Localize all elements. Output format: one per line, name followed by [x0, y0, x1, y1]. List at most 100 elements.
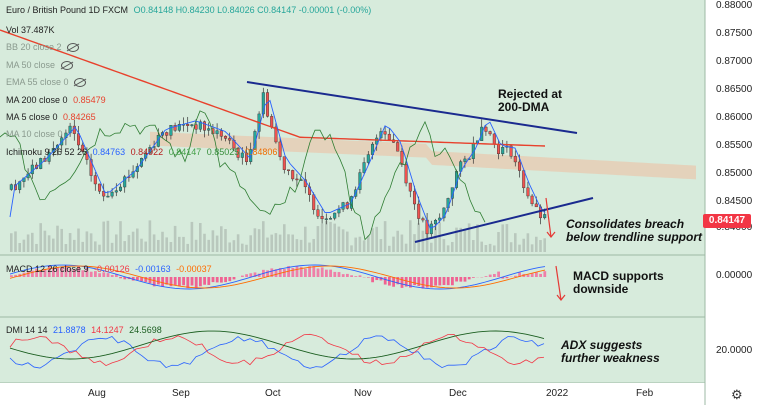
volume-bar — [337, 226, 341, 252]
macd-histogram-bar — [257, 273, 261, 277]
candle-body — [135, 166, 139, 172]
candle-body — [223, 136, 227, 139]
volume-bar — [522, 238, 525, 252]
bb-legend[interactable]: BB 20 close 2 — [6, 41, 82, 53]
ma5-legend[interactable]: MA 5 close 0 0.84265 — [6, 111, 99, 123]
candle-body — [333, 212, 337, 219]
candle-body — [375, 137, 379, 145]
macd-histogram-bar — [89, 271, 93, 277]
candle-body — [501, 147, 505, 155]
volume-bar — [514, 233, 517, 252]
ichimoku-conversion: 0.84763 — [92, 147, 126, 157]
macd-histogram-bar — [451, 277, 454, 286]
volume-bar — [341, 229, 345, 252]
bb-label: BB 20 close 2 — [6, 42, 62, 52]
hidden-eye-icon[interactable] — [67, 43, 80, 53]
volume-bar — [274, 233, 278, 252]
macd-histogram-bar — [190, 277, 194, 286]
hidden-eye-icon[interactable] — [60, 61, 73, 71]
macd-histogram-bar — [270, 268, 274, 277]
macd-histogram-bar — [178, 277, 181, 287]
volume-bar — [136, 228, 139, 252]
ichimoku-base: 0.84922 — [130, 147, 164, 157]
macd-histogram-bar — [446, 277, 450, 286]
candle-body — [408, 182, 412, 192]
downside-arrow — [546, 231, 556, 238]
ma50-legend[interactable]: MA 50 close — [6, 59, 76, 71]
candle-body — [497, 144, 501, 155]
ema55-label: EMA 55 close 0 — [6, 77, 69, 87]
volume-bar — [249, 235, 252, 252]
volume-bar — [148, 220, 152, 252]
volume-bar — [207, 239, 210, 252]
volume-bar — [358, 236, 362, 252]
candle-body — [9, 184, 13, 190]
candle-body — [387, 133, 391, 141]
macd-histogram-bar — [383, 277, 387, 285]
ma5-value: 0.84265 — [63, 112, 96, 122]
candle-body — [442, 207, 446, 219]
macd-histogram-bar — [417, 277, 421, 286]
candle-body — [404, 164, 408, 184]
macd-histogram-bar — [299, 266, 303, 277]
volume-bar — [245, 244, 248, 252]
volume-bar — [199, 223, 202, 252]
ichimoku-legend[interactable]: Ichimoku 9 26 52 26 0.84763 0.84922 0.84… — [6, 146, 280, 158]
volume-bar — [362, 240, 366, 252]
candle-body — [329, 218, 333, 220]
volume-bar — [320, 223, 324, 252]
candle-body — [400, 151, 404, 165]
volume-bar — [329, 221, 332, 252]
adx-line — [9, 330, 545, 360]
candle-body — [518, 161, 522, 171]
dmi-legend[interactable]: DMI 14 14 21.8878 14.1247 24.5698 — [6, 324, 165, 336]
macd-histogram-bar — [283, 269, 286, 277]
candle-body — [240, 152, 244, 158]
volume-bar — [392, 236, 395, 252]
macd-histogram-bar — [68, 268, 72, 277]
ema55-legend[interactable]: EMA 55 close 0 — [6, 76, 89, 88]
volume-bar — [388, 245, 391, 252]
volume-bar — [480, 241, 483, 252]
volume-bar — [35, 243, 38, 252]
ichimoku-cloud — [150, 131, 696, 180]
volume-bar — [140, 238, 143, 252]
ma10-legend[interactable]: MA 10 close 0 — [6, 128, 66, 140]
macd-histogram-bar — [245, 274, 248, 277]
support-trendline — [414, 197, 594, 243]
candle-body — [396, 142, 400, 152]
macd-histogram-bar — [39, 270, 43, 277]
candle-body — [76, 133, 80, 146]
volume-bar — [493, 245, 496, 252]
volume-bar — [211, 230, 215, 252]
annotation-consolidates: Consolidates breach below trendline supp… — [566, 217, 703, 244]
macd-histogram-bar — [64, 265, 68, 277]
volume-legend: Vol 37.487K — [6, 24, 58, 36]
macd-histogram-bar — [459, 277, 463, 282]
macd-histogram-bar — [165, 277, 169, 285]
volume-bar — [283, 224, 286, 252]
volume-bar — [228, 242, 231, 252]
candle-body — [148, 147, 152, 154]
volume-bar — [413, 234, 416, 252]
hidden-eye-icon[interactable] — [74, 78, 87, 88]
macd-histogram-bar — [404, 277, 408, 287]
volume-bar — [497, 232, 500, 252]
candle-body — [261, 92, 265, 115]
macd-histogram-bar — [186, 277, 190, 289]
price-axis-background — [705, 0, 768, 405]
gear-icon[interactable]: ⚙ — [731, 387, 743, 402]
ma200-legend[interactable]: MA 200 close 0 0.85479 — [6, 94, 109, 106]
candle-body — [513, 156, 517, 163]
macd-legend[interactable]: MACD 12 26 close 9 -0.00126 -0.00163 -0.… — [6, 263, 215, 275]
volume-bar — [152, 234, 156, 252]
macd-histogram-bar — [333, 271, 337, 277]
downside-arrow — [545, 197, 552, 238]
volume-bar — [446, 245, 450, 252]
volume-bar — [98, 244, 101, 252]
dmi-level-label: 20.0000 — [716, 345, 753, 356]
candle-body — [316, 209, 320, 217]
macd-histogram-bar — [173, 277, 177, 286]
